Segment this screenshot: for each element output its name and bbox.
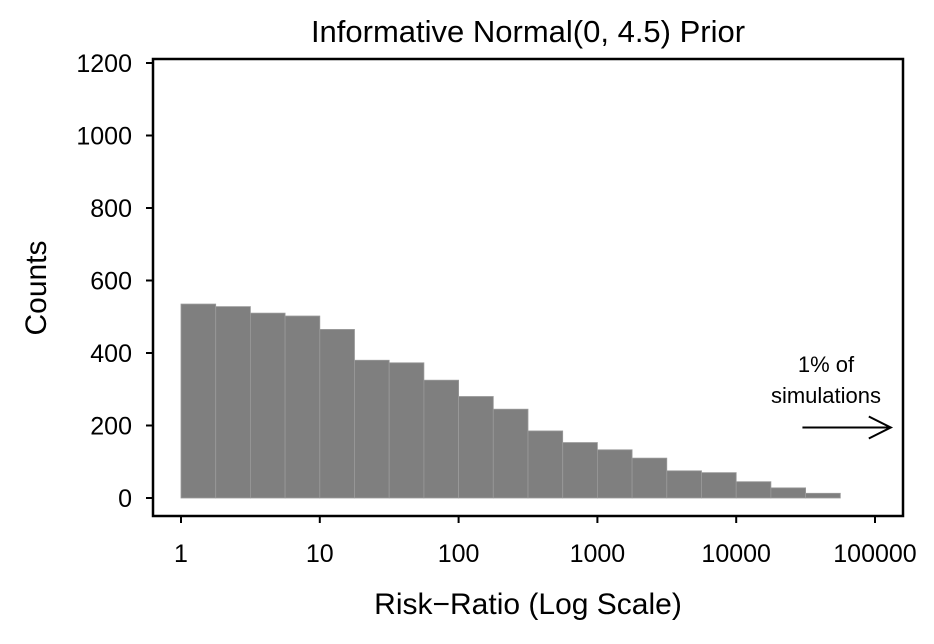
histogram-bar: [388, 362, 425, 499]
y-tick-label: 1200: [76, 50, 132, 78]
y-tick-label: 800: [90, 195, 132, 223]
histogram-bar: [597, 449, 633, 499]
histogram-bar: [354, 359, 390, 499]
histogram-bar: [319, 329, 355, 499]
annotation-arrow-head: [868, 415, 894, 440]
histogram-bar: [735, 481, 772, 499]
histogram-bar: [666, 470, 702, 499]
x-axis: 1 10 100 1000 10000 100000: [174, 516, 917, 568]
histogram-bar: [631, 457, 668, 499]
histogram-bar: [562, 442, 598, 499]
x-tick-label: 100: [438, 540, 480, 568]
x-tick-label: 100000: [833, 540, 916, 568]
x-axis-label: Risk−Ratio (Log Scale): [374, 588, 682, 621]
y-tick-label: 200: [90, 413, 132, 441]
annotation-label: 1% of: [798, 352, 855, 377]
histogram-bar: [180, 303, 217, 499]
annotation-label: simulations: [771, 383, 881, 408]
histogram-bar: [805, 492, 841, 499]
annotation-group: 1% of simulations: [771, 352, 894, 440]
histogram-bar: [284, 315, 321, 499]
histogram-bar: [458, 396, 494, 499]
y-axis: 0 200 400 600 800 1000 1200: [76, 50, 153, 513]
y-tick-label: 600: [90, 268, 132, 296]
histogram-bar: [527, 430, 564, 499]
plot-frame: [151, 57, 905, 518]
y-axis-label: Counts: [20, 240, 53, 335]
x-tick-label: 10: [306, 540, 334, 568]
bars-group: [180, 303, 841, 499]
histogram-bar: [770, 487, 806, 499]
y-tick-label: 400: [90, 340, 132, 368]
x-tick-label: 1: [174, 540, 188, 568]
histogram-bar: [701, 472, 737, 499]
y-tick-label: 1000: [76, 123, 132, 151]
histogram-bar: [492, 408, 529, 499]
histogram-bar: [215, 306, 251, 499]
x-tick-label: 10000: [701, 540, 771, 568]
chart-title: Informative Normal(0, 4.5) Prior: [311, 14, 745, 49]
y-tick-label: 0: [118, 485, 132, 513]
x-tick-label: 1000: [570, 540, 626, 568]
histogram-bar: [249, 312, 286, 499]
histogram-bar: [423, 379, 459, 499]
